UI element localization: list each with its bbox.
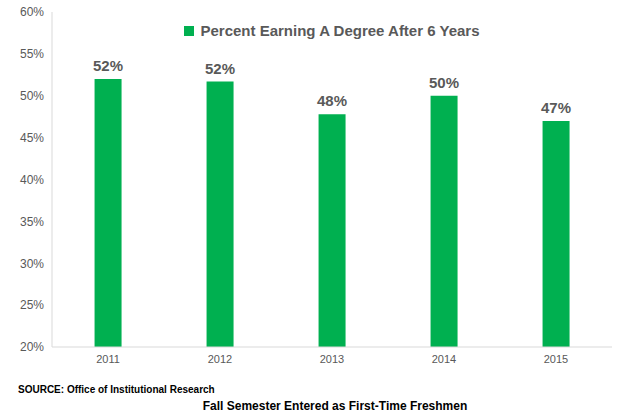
svg-text:20%: 20% (20, 340, 44, 354)
svg-text:25%: 25% (20, 298, 44, 312)
svg-text:50%: 50% (20, 89, 44, 103)
html-text:Fall Semester Entered as First: Fall Semester Entered as First-Time Fres… (202, 399, 468, 413)
svg-text:47%: 47% (541, 99, 571, 116)
svg-text:52%: 52% (93, 57, 123, 74)
svg-text:52%: 52% (205, 60, 235, 77)
svg-text:55%: 55% (20, 47, 44, 61)
svg-text:48%: 48% (317, 92, 347, 109)
svg-text:30%: 30% (20, 257, 44, 271)
svg-text:2013: 2013 (320, 353, 344, 365)
svg-text:2012: 2012 (208, 353, 232, 365)
svg-text:2015: 2015 (544, 353, 568, 365)
svg-text:60%: 60% (20, 5, 44, 19)
svg-text:2014: 2014 (432, 353, 456, 365)
svg-text:45%: 45% (20, 131, 44, 145)
html-text:Percent Earning A Degree After: Percent Earning A Degree After 6 Years (200, 22, 480, 39)
svg-text:2011: 2011 (96, 353, 120, 365)
svg-text:40%: 40% (20, 173, 44, 187)
svg-text:50%: 50% (429, 74, 459, 91)
html-text:SOURCE: Office of Institutiona: SOURCE: Office of Institutional Research (18, 384, 215, 395)
svg-text:35%: 35% (20, 215, 44, 229)
